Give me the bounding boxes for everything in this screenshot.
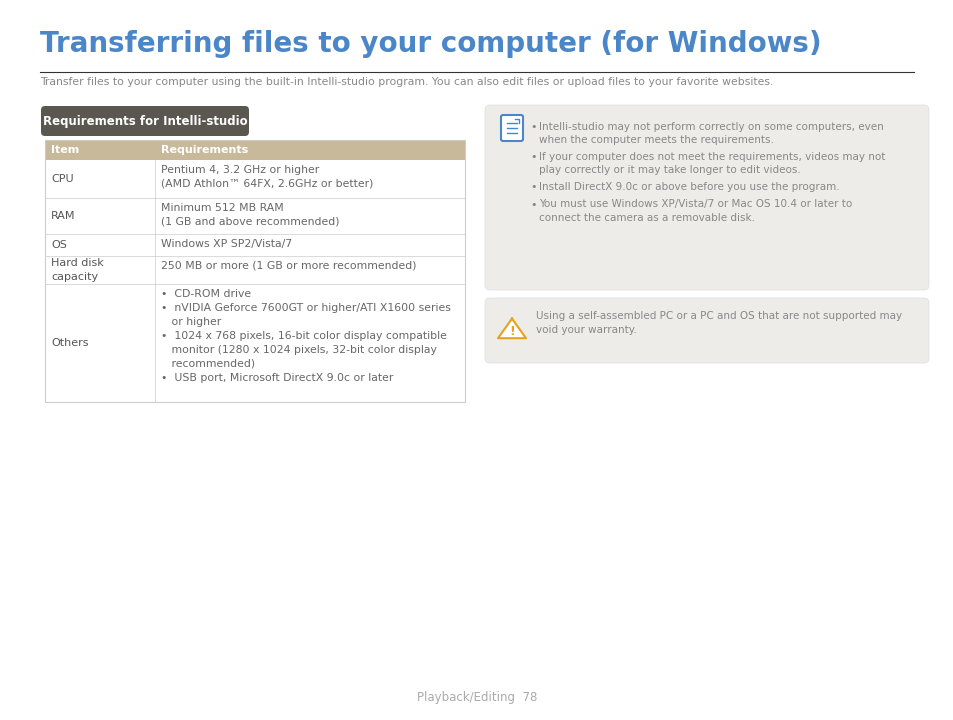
Text: Using a self-assembled PC or a PC and OS that are not supported may
void your wa: Using a self-assembled PC or a PC and OS… (536, 311, 902, 335)
Text: Windows XP SP2/Vista/7: Windows XP SP2/Vista/7 (161, 239, 292, 249)
Text: •: • (530, 152, 536, 162)
FancyBboxPatch shape (484, 105, 928, 290)
Text: Transferring files to your computer (for Windows): Transferring files to your computer (for… (40, 30, 821, 58)
Text: RAM: RAM (51, 211, 75, 221)
FancyBboxPatch shape (41, 106, 249, 136)
Text: Pentium 4, 3.2 GHz or higher
(AMD Athlon™ 64FX, 2.6GHz or better): Pentium 4, 3.2 GHz or higher (AMD Athlon… (161, 165, 373, 189)
FancyBboxPatch shape (484, 298, 928, 363)
Text: •: • (530, 122, 536, 132)
Text: •: • (530, 199, 536, 210)
FancyBboxPatch shape (500, 115, 522, 141)
Text: Item: Item (51, 145, 79, 155)
Text: Requirements: Requirements (161, 145, 248, 155)
Bar (45, 160, 464, 198)
Text: CPU: CPU (51, 174, 73, 184)
Text: Install DirectX 9.0c or above before you use the program.: Install DirectX 9.0c or above before you… (538, 182, 839, 192)
Text: Transfer files to your computer using the built-in Intelli-studio program. You c: Transfer files to your computer using th… (40, 77, 773, 87)
Text: •: • (530, 182, 536, 192)
Text: !: ! (509, 325, 515, 338)
Text: You must use Windows XP/Vista/7 or Mac OS 10.4 or later to
connect the camera as: You must use Windows XP/Vista/7 or Mac O… (538, 199, 851, 222)
Text: 250 MB or more (1 GB or more recommended): 250 MB or more (1 GB or more recommended… (161, 261, 416, 271)
Polygon shape (497, 318, 525, 338)
Text: Others: Others (51, 338, 89, 348)
Text: Requirements for Intelli-studio: Requirements for Intelli-studio (43, 114, 247, 127)
Bar (45, 284, 464, 402)
Bar (45, 256, 464, 284)
Text: OS: OS (51, 240, 67, 250)
Text: If your computer does not meet the requirements, videos may not
play correctly o: If your computer does not meet the requi… (538, 152, 884, 175)
Text: Playback/Editing  78: Playback/Editing 78 (416, 691, 537, 704)
Bar (45, 234, 464, 256)
Bar (45, 140, 464, 160)
Text: Intelli-studio may not perform correctly on some computers, even
when the comput: Intelli-studio may not perform correctly… (538, 122, 882, 145)
Text: Minimum 512 MB RAM
(1 GB and above recommended): Minimum 512 MB RAM (1 GB and above recom… (161, 203, 339, 227)
Text: •  CD-ROM drive
•  nVIDIA Geforce 7600GT or higher/ATI X1600 series
   or higher: • CD-ROM drive • nVIDIA Geforce 7600GT o… (161, 289, 451, 383)
Text: Hard disk
capacity: Hard disk capacity (51, 258, 104, 282)
Bar (45, 198, 464, 234)
Bar (45, 140, 464, 402)
